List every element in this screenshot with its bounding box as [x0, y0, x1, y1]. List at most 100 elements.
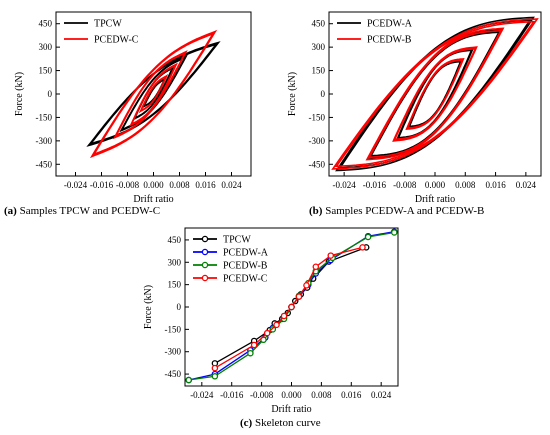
y-tick-label: -450 — [309, 159, 326, 169]
y-tick-label: 0 — [177, 302, 182, 312]
legend-label: PCEDW-C — [94, 35, 139, 46]
legend-label: TPCW — [223, 235, 251, 246]
x-tick-label: 0.024 — [221, 180, 242, 190]
hysteresis-loop-pcedw-b — [331, 18, 539, 170]
hysteresis-loop-pcedw-c — [139, 74, 168, 113]
legend-marker — [201, 248, 209, 256]
x-axis-label: Drift ratio — [415, 194, 455, 205]
y-tick-label: -150 — [165, 324, 182, 334]
y-tick-label: 450 — [168, 235, 182, 245]
x-tick-label: 0.008 — [455, 180, 476, 190]
caption-letter: (c) — [240, 417, 253, 429]
legend: PCEDW-A PCEDW-B — [337, 19, 413, 46]
data-point-pcedw-c — [273, 321, 280, 329]
hysteresis-loop-pcedw-b — [334, 20, 536, 168]
legend-label: PCEDW-B — [367, 35, 412, 46]
data-point-pcedw-b — [269, 326, 277, 333]
y-axis-label: Force (kN) — [14, 72, 25, 116]
data-point-pcedw-c — [280, 312, 288, 320]
chart-2: -450 -300 -150 0 150 300 450 -0.024 -0.016 -0.008… — [287, 11, 542, 217]
y-tick-label: -150 — [36, 112, 53, 122]
legend-label: PCEDW-B — [223, 261, 268, 272]
x-tick-label: 0.016 — [195, 180, 216, 190]
x-tick-label: -0.016 — [363, 180, 387, 190]
legend-label: PCEDW-A — [223, 248, 269, 259]
legend-label: TPCW — [94, 19, 122, 30]
data-layer — [185, 228, 398, 384]
hysteresis-loop-pcedw-c — [91, 32, 216, 156]
x-tick-label: -0.016 — [90, 180, 114, 190]
y-tick-label: 450 — [39, 19, 53, 29]
chart-caption: (b) Samples PCEDW-A and PCEDW-B — [309, 205, 484, 217]
legend-label: PCEDW-A — [367, 19, 413, 30]
y-tick-label: 150 — [168, 280, 182, 290]
data-layer — [331, 16, 539, 172]
caption-letter: (a) — [4, 205, 17, 217]
x-tick-label: -0.024 — [64, 180, 88, 190]
data-point-pcedw-c — [295, 293, 303, 300]
chart-caption: (c) Skeleton curve — [240, 417, 321, 429]
data-point-pcedw-b — [211, 373, 219, 380]
legend-marker — [201, 261, 209, 269]
data-point-pcedw-c — [312, 263, 320, 271]
y-tick-label: 0 — [321, 89, 326, 99]
x-tick-label: 0.024 — [516, 180, 537, 190]
caption-text: Samples PCEDW-A and PCEDW-B — [322, 205, 484, 217]
hysteresis-loop-pcedw-b — [406, 59, 464, 129]
data-point-pcedw-c — [250, 341, 258, 349]
data-point-pcedw-b — [391, 229, 398, 236]
plot-frame — [55, 11, 252, 177]
chart-1: -450 -300 -150 0 150 300 450 -0.024 -0.016 -0.008… — [4, 11, 252, 217]
x-tick-label: 0.000 — [281, 390, 302, 400]
x-tick-label: 0.024 — [371, 390, 392, 400]
plot-frame — [328, 11, 542, 177]
x-tick-label: -0.008 — [393, 180, 417, 190]
caption-text: Samples TPCW and PCEDW-C — [17, 205, 160, 217]
x-tick-label: 0.000 — [425, 180, 446, 190]
y-tick-label: 150 — [312, 66, 326, 76]
caption-letter: (b) — [309, 205, 323, 217]
data-point-pcedw-c — [327, 252, 334, 259]
x-tick-label: 0.008 — [169, 180, 190, 190]
x-tick-label: -0.008 — [116, 180, 140, 190]
legend-label: PCEDW-C — [223, 274, 268, 285]
data-point-pcedw-b — [364, 233, 372, 241]
x-tick-label: -0.024 — [190, 390, 214, 400]
caption-text: Skeleton curve — [252, 417, 321, 429]
data-point-pcedw-b — [247, 349, 254, 357]
y-tick-label: 0 — [48, 89, 53, 99]
data-point-pcedw-c — [211, 364, 219, 372]
data-point-pcedw-c — [263, 329, 271, 337]
hysteresis-loop-pcedw-c — [129, 63, 178, 126]
data-point-pcedw-c — [288, 303, 295, 311]
x-tick-label: 0.000 — [143, 180, 164, 190]
y-tick-label: 300 — [168, 257, 182, 267]
data-layer — [86, 29, 221, 159]
y-tick-label: -450 — [36, 159, 53, 169]
legend-marker — [201, 235, 209, 243]
y-tick-label: 150 — [39, 66, 53, 76]
hysteresis-loop-pcedw-b — [405, 58, 465, 130]
y-tick-label: -300 — [36, 136, 53, 146]
chart-caption: (a) Samples TPCW and PCEDW-C — [4, 205, 160, 217]
x-tick-label: -0.024 — [333, 180, 357, 190]
y-tick-label: -150 — [309, 112, 326, 122]
hysteresis-loop-pcedw-b — [365, 27, 505, 161]
y-tick-label: -300 — [309, 136, 326, 146]
legend: TPCW PCEDW-A PCEDW-B PCEDW-C — [193, 235, 269, 285]
y-axis-label: Force (kN) — [287, 72, 298, 116]
x-axis-label: Drift ratio — [133, 194, 173, 205]
x-tick-label: 0.016 — [485, 180, 506, 190]
x-tick-label: -0.016 — [220, 390, 244, 400]
data-point-pcedw-b — [185, 376, 192, 384]
x-tick-label: -0.008 — [250, 390, 274, 400]
legend: TPCW PCEDW-C — [64, 19, 139, 46]
y-tick-label: -300 — [165, 347, 182, 357]
chart-3: -450 -300 -150 0 150 300 450 -0.024 -0.016 -0.008… — [143, 227, 399, 429]
y-axis-label: Force (kN) — [143, 285, 154, 329]
data-point-pcedw-c — [303, 282, 310, 289]
x-tick-label: 0.016 — [341, 390, 362, 400]
y-tick-label: 300 — [312, 42, 326, 52]
x-tick-label: 0.008 — [311, 390, 332, 400]
